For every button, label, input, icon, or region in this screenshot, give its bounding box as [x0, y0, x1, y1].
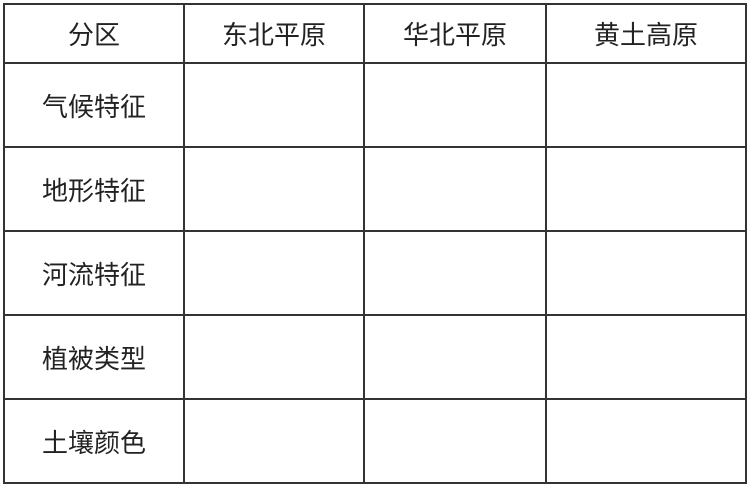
header-row: 分区 东北平原 华北平原 黄土高原 [3, 3, 747, 64]
region-comparison-table: 分区 东北平原 华北平原 黄土高原 气候特征 地形特征 河流特征 植被类型 [3, 3, 747, 484]
table-cell [545, 62, 747, 148]
row-label: 土壤颜色 [3, 398, 185, 484]
table-cell [183, 62, 365, 148]
row-label: 河流特征 [3, 230, 185, 316]
table-row: 植被类型 [3, 314, 747, 400]
table-cell [363, 398, 547, 484]
row-label: 地形特征 [3, 146, 185, 232]
table-cell [545, 230, 747, 316]
table-cell [183, 230, 365, 316]
table-cell [363, 62, 547, 148]
table-row: 河流特征 [3, 230, 747, 316]
table-cell [545, 398, 747, 484]
row-label: 植被类型 [3, 314, 185, 400]
table-cell [363, 146, 547, 232]
header-northeast-plain: 东北平原 [183, 3, 365, 64]
header-region: 分区 [3, 3, 185, 64]
table-cell [183, 398, 365, 484]
table-row: 地形特征 [3, 146, 747, 232]
table-cell [363, 230, 547, 316]
row-label: 气候特征 [3, 62, 185, 148]
table-cell [545, 314, 747, 400]
table-cell [363, 314, 547, 400]
header-north-china-plain: 华北平原 [363, 3, 547, 64]
table-row: 气候特征 [3, 62, 747, 148]
header-loess-plateau: 黄土高原 [545, 3, 747, 64]
table-cell [183, 314, 365, 400]
table-cell [183, 146, 365, 232]
table-cell [545, 146, 747, 232]
table-row: 土壤颜色 [3, 398, 747, 484]
